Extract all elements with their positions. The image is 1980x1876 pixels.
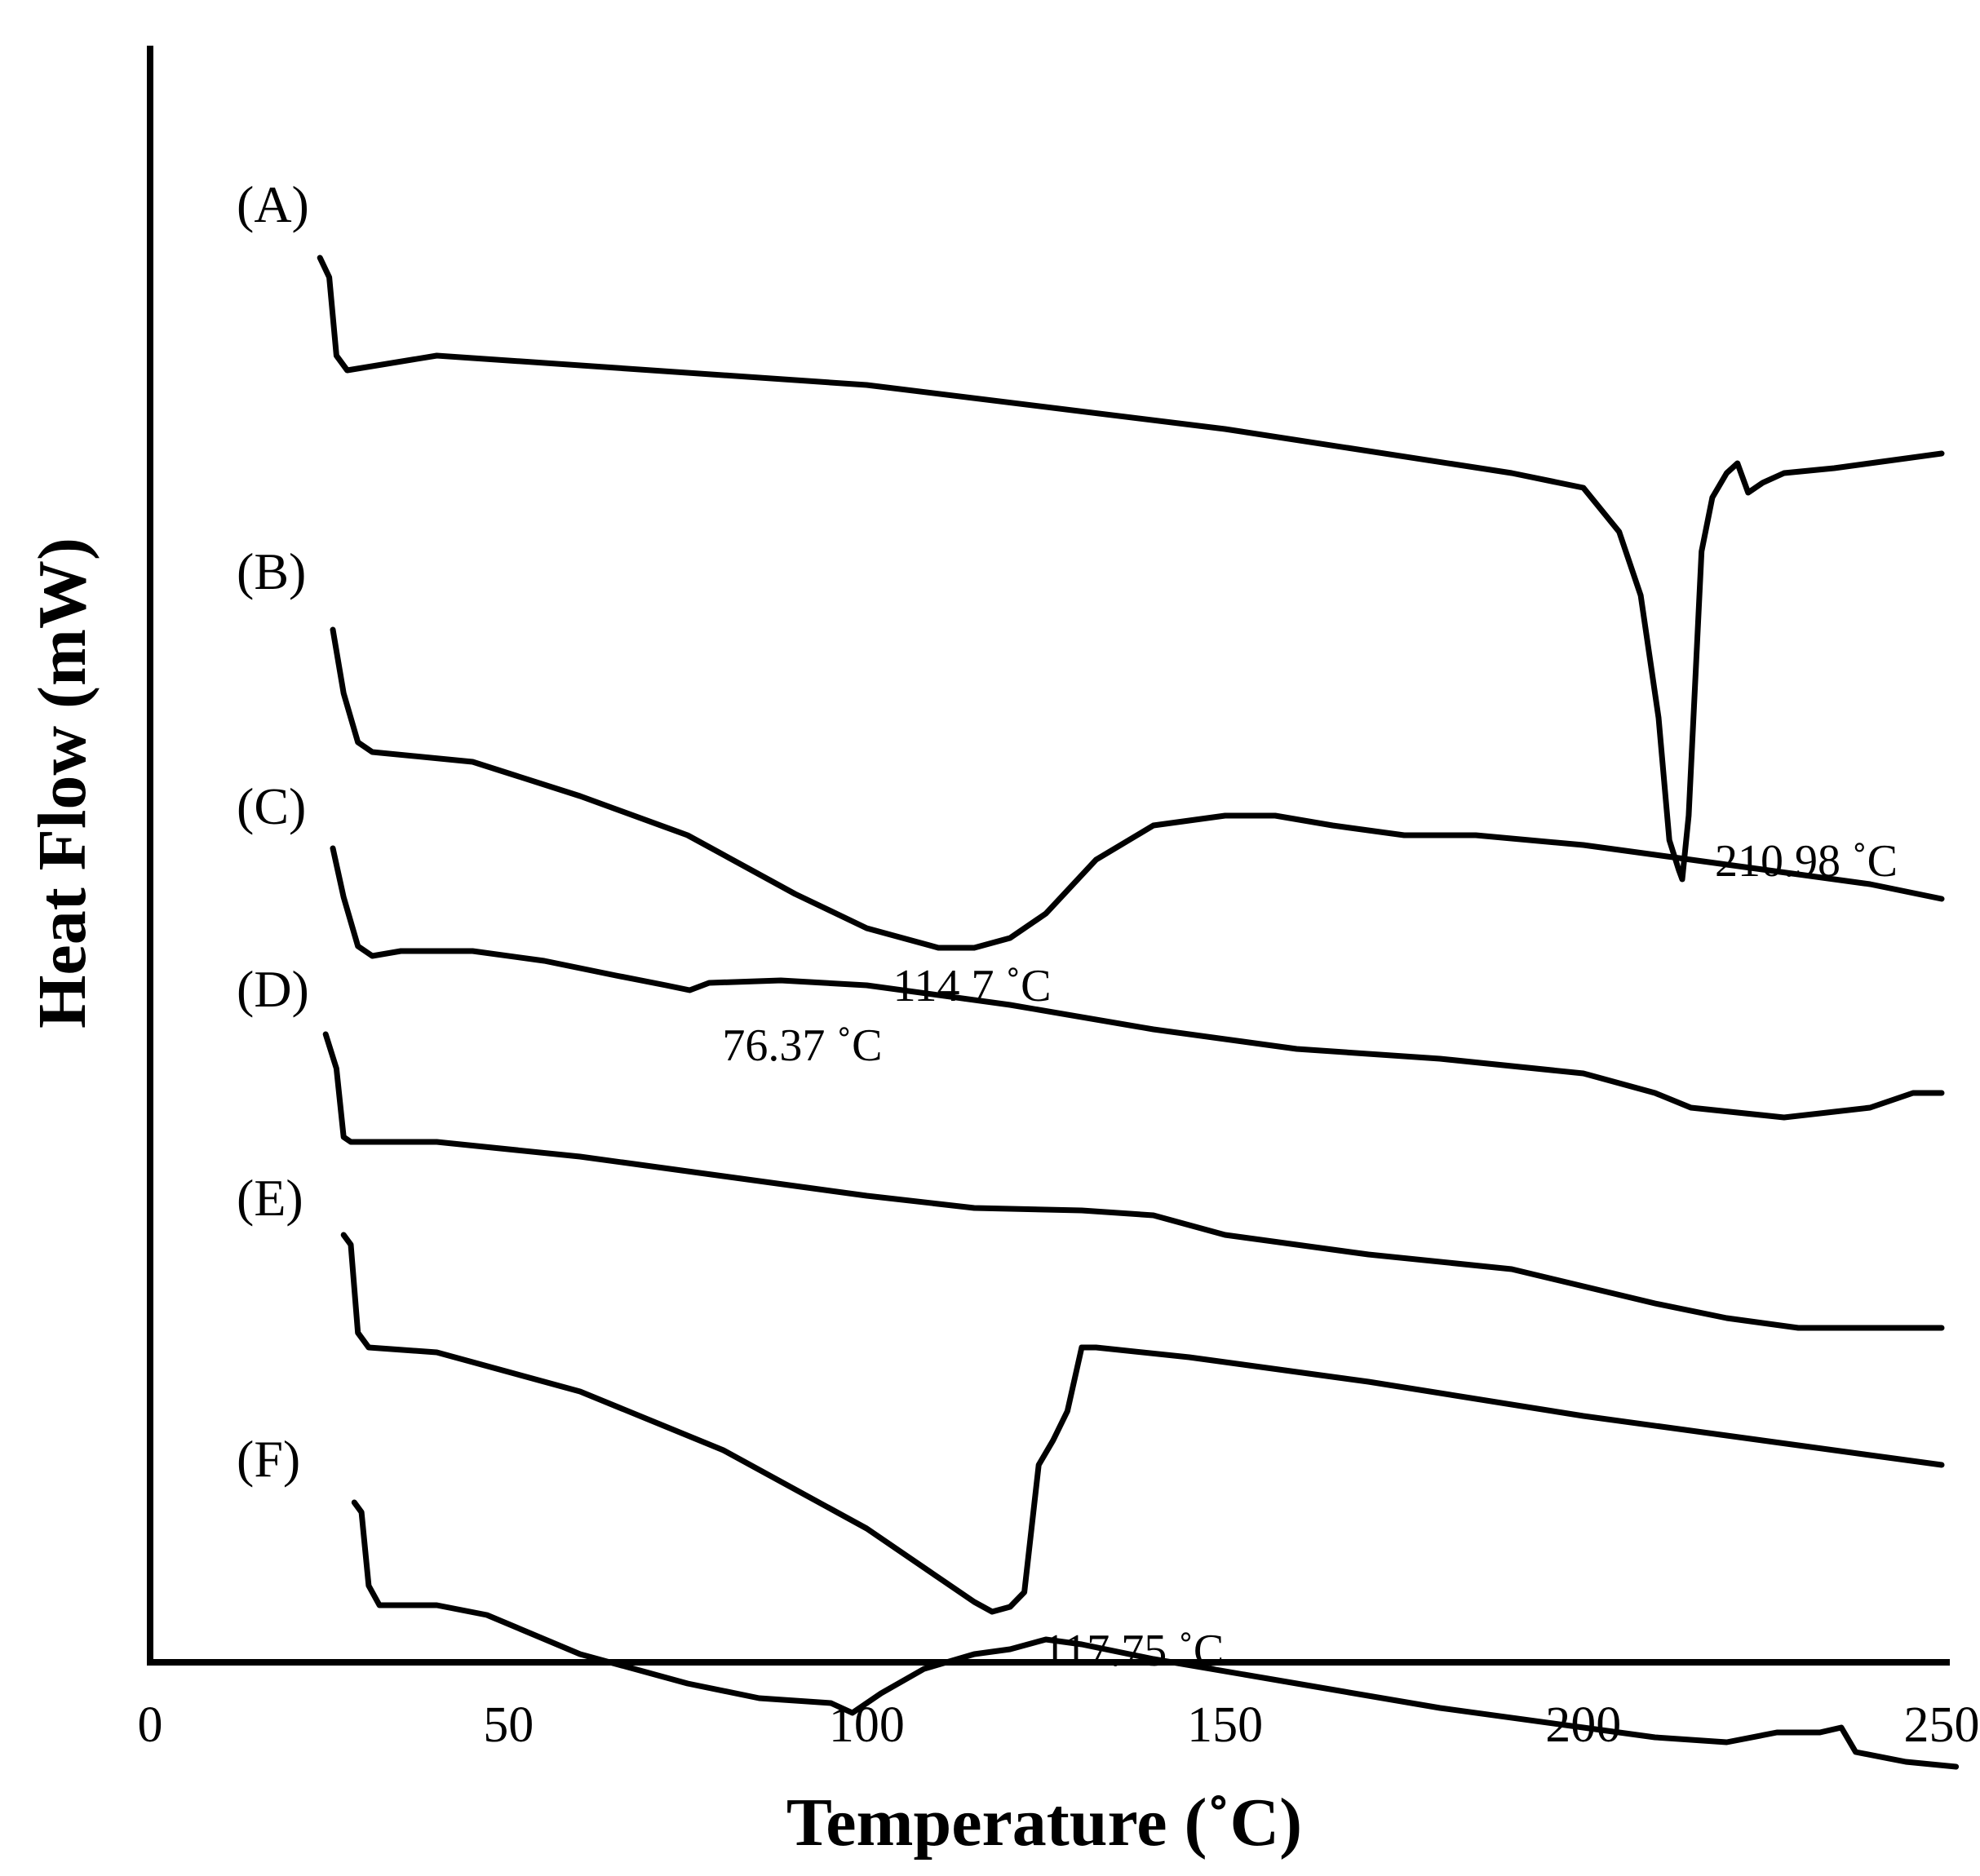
peak-label-b: 114.7 ˚C — [893, 961, 1052, 1011]
peak-label-c: 76.37 ˚C — [722, 1020, 882, 1071]
x-tick-label-0: 0 — [138, 1697, 163, 1753]
x-tick-label-50: 50 — [483, 1697, 534, 1753]
series-label-a: (A) — [237, 175, 309, 233]
x-tick-label-250: 250 — [1904, 1697, 1980, 1753]
axes — [147, 46, 1950, 1666]
series-labels: (A) (B) (C) (D) (E) (F) — [237, 175, 309, 1488]
series-label-e: (E) — [237, 1169, 303, 1227]
series-label-c: (C) — [237, 777, 306, 835]
series-label-b: (B) — [237, 542, 306, 600]
series-curve-e — [340, 1232, 1945, 1615]
series-curves — [317, 254, 1960, 1770]
series-label-d: (D) — [237, 960, 309, 1018]
series-curve-c — [330, 845, 1945, 1121]
peak-label-a: 210.98 ˚C — [1715, 836, 1898, 887]
x-axis-title: Temperature (˚C) — [786, 1785, 1302, 1861]
x-tick-label-150: 150 — [1187, 1697, 1263, 1753]
peak-labels: 210.98 ˚C 114.7 ˚C76.37 ˚C 117.75 ˚C — [722, 836, 1898, 1676]
series-curve-b — [330, 626, 1945, 951]
series-curve-d — [322, 1031, 1945, 1331]
series-curve-a — [317, 254, 1945, 883]
y-axis-title: Heat Flow (mW) — [24, 538, 100, 1029]
series-curve-f — [351, 1499, 1960, 1770]
x-tick-labels: 0 50 100 150 200 250 — [138, 1697, 1980, 1753]
series-label-f: (F) — [237, 1430, 300, 1488]
peak-label-e: 117.75 ˚C — [1043, 1626, 1224, 1676]
